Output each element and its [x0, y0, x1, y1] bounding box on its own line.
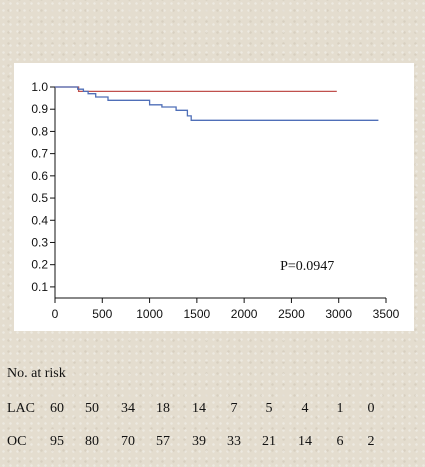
risk-count: 80: [85, 434, 99, 449]
x-tick-label: 1000: [136, 307, 163, 321]
km-chart: 0.1 0.2 0.3 0.4 0.5 0.6 0.7 0.8 0.9 1.0 0 500 1000 15…: [31, 80, 400, 321]
risk-count: 21: [262, 434, 276, 449]
risk-count: 0: [367, 401, 375, 416]
risk-count: 4: [301, 401, 309, 416]
p-value-label: P=0.0947: [280, 259, 334, 274]
x-tick-label: 500: [92, 307, 112, 321]
plot-panel: 0.1 0.2 0.3 0.4 0.5 0.6 0.7 0.8 0.9 1.0 0 500 1000 15…: [14, 63, 414, 331]
risk-count: 95: [50, 434, 64, 449]
risk-count: 14: [298, 434, 312, 449]
risk-count: 5: [265, 401, 273, 416]
risk-table-title: No. at risk: [7, 366, 66, 381]
risk-count: 34: [121, 401, 135, 416]
survival-curve-2: [55, 86, 379, 121]
risk-count: 2: [367, 434, 375, 449]
y-tick-label: 0.5: [31, 191, 48, 205]
risk-count: 70: [121, 434, 135, 449]
risk-count: 39: [192, 434, 206, 449]
y-tick-label: 0.1: [31, 280, 48, 294]
x-tick-label: 3500: [373, 307, 400, 321]
risk-group-label: LAC: [7, 401, 35, 416]
y-tick-label: 0.4: [31, 213, 48, 227]
x-tick-label: 0: [52, 307, 59, 321]
risk-count: 18: [156, 401, 170, 416]
risk-count: 33: [227, 434, 241, 449]
x-tick-label: 1500: [184, 307, 211, 321]
risk-group-label: OC: [7, 434, 27, 449]
y-tick-label: 0.2: [31, 258, 48, 272]
y-tick-label: 0.6: [31, 169, 48, 183]
y-tick-label: 0.9: [31, 102, 48, 116]
y-tick-label: 0.3: [31, 235, 48, 249]
risk-count: 60: [50, 401, 64, 416]
y-tick-label: 1.0: [31, 80, 48, 94]
x-tick-label: 2000: [231, 307, 258, 321]
x-tick-label: 3000: [325, 307, 352, 321]
risk-count: 50: [85, 401, 99, 416]
risk-count: 1: [336, 401, 344, 416]
risk-count: 7: [230, 401, 238, 416]
risk-count: 57: [156, 434, 170, 449]
x-tick-label: 2500: [278, 307, 305, 321]
y-tick-label: 0.7: [31, 147, 48, 161]
y-tick-label: 0.8: [31, 124, 48, 138]
risk-count: 14: [192, 401, 206, 416]
risk-count: 6: [336, 434, 344, 449]
